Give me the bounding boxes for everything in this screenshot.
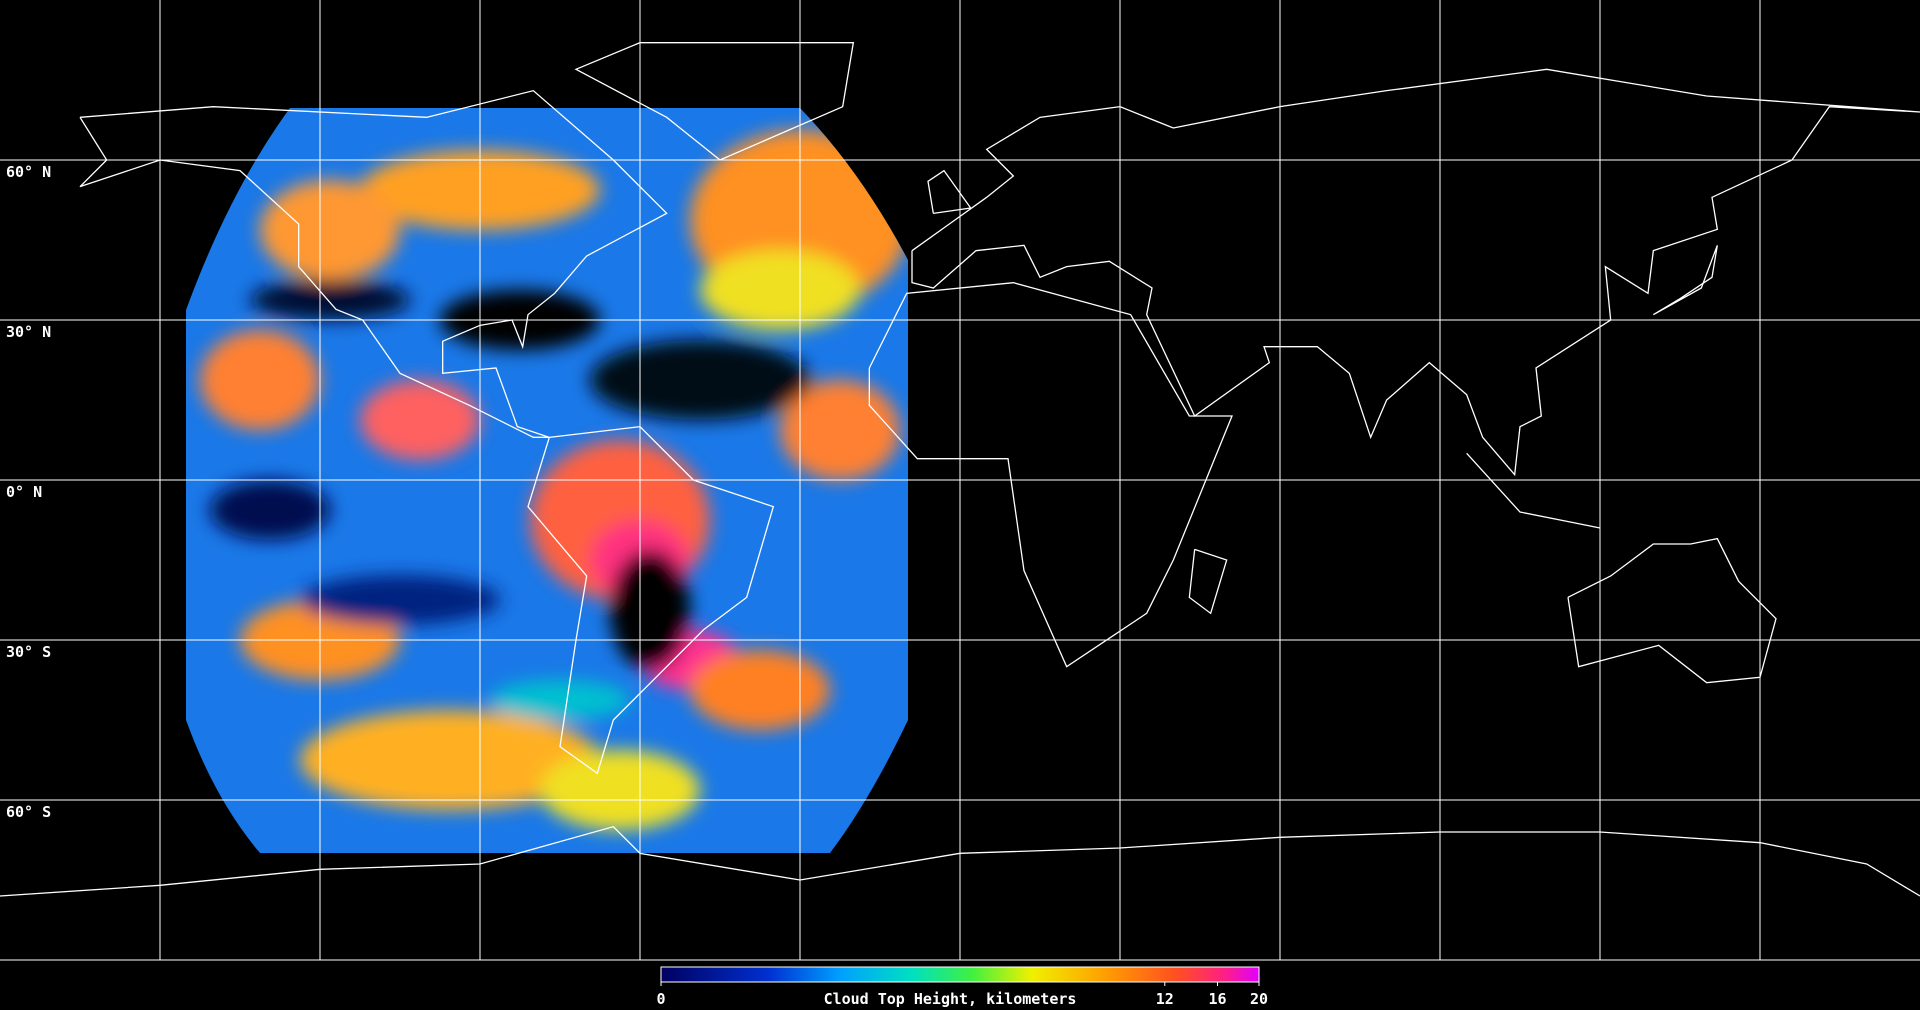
colorbar-tick-label: 12 [1156, 990, 1174, 1008]
colorbar-tick-label: 20 [1250, 990, 1268, 1008]
coastline [911, 68, 1920, 477]
coastline [1652, 245, 1718, 316]
colorbar-tick-label: 0 [656, 990, 665, 1008]
colorbar-tick-label: 16 [1208, 990, 1226, 1008]
coastline [1567, 537, 1777, 684]
colorbar: Cloud Top Height, kilometers 0 12 16 20 [656, 966, 1268, 1008]
lat-label: 0° N [6, 483, 42, 501]
lat-label: 60° N [6, 163, 51, 181]
coastline [527, 425, 775, 775]
lat-label: 30° N [6, 323, 51, 341]
coastline [927, 169, 972, 214]
coastline [79, 89, 668, 438]
colorbar-title: Cloud Top Height, kilometers [824, 990, 1077, 1008]
colorbar-ramp [660, 966, 1260, 983]
lat-label: 60° S [6, 803, 51, 821]
lat-labels: 60° N 30° N 0° N 30° S 60° S [6, 163, 51, 821]
coastline [1466, 452, 1601, 529]
coastline [868, 282, 1233, 668]
coastline [1188, 548, 1228, 615]
graticule [0, 0, 1920, 961]
lat-label: 30° S [6, 643, 51, 661]
